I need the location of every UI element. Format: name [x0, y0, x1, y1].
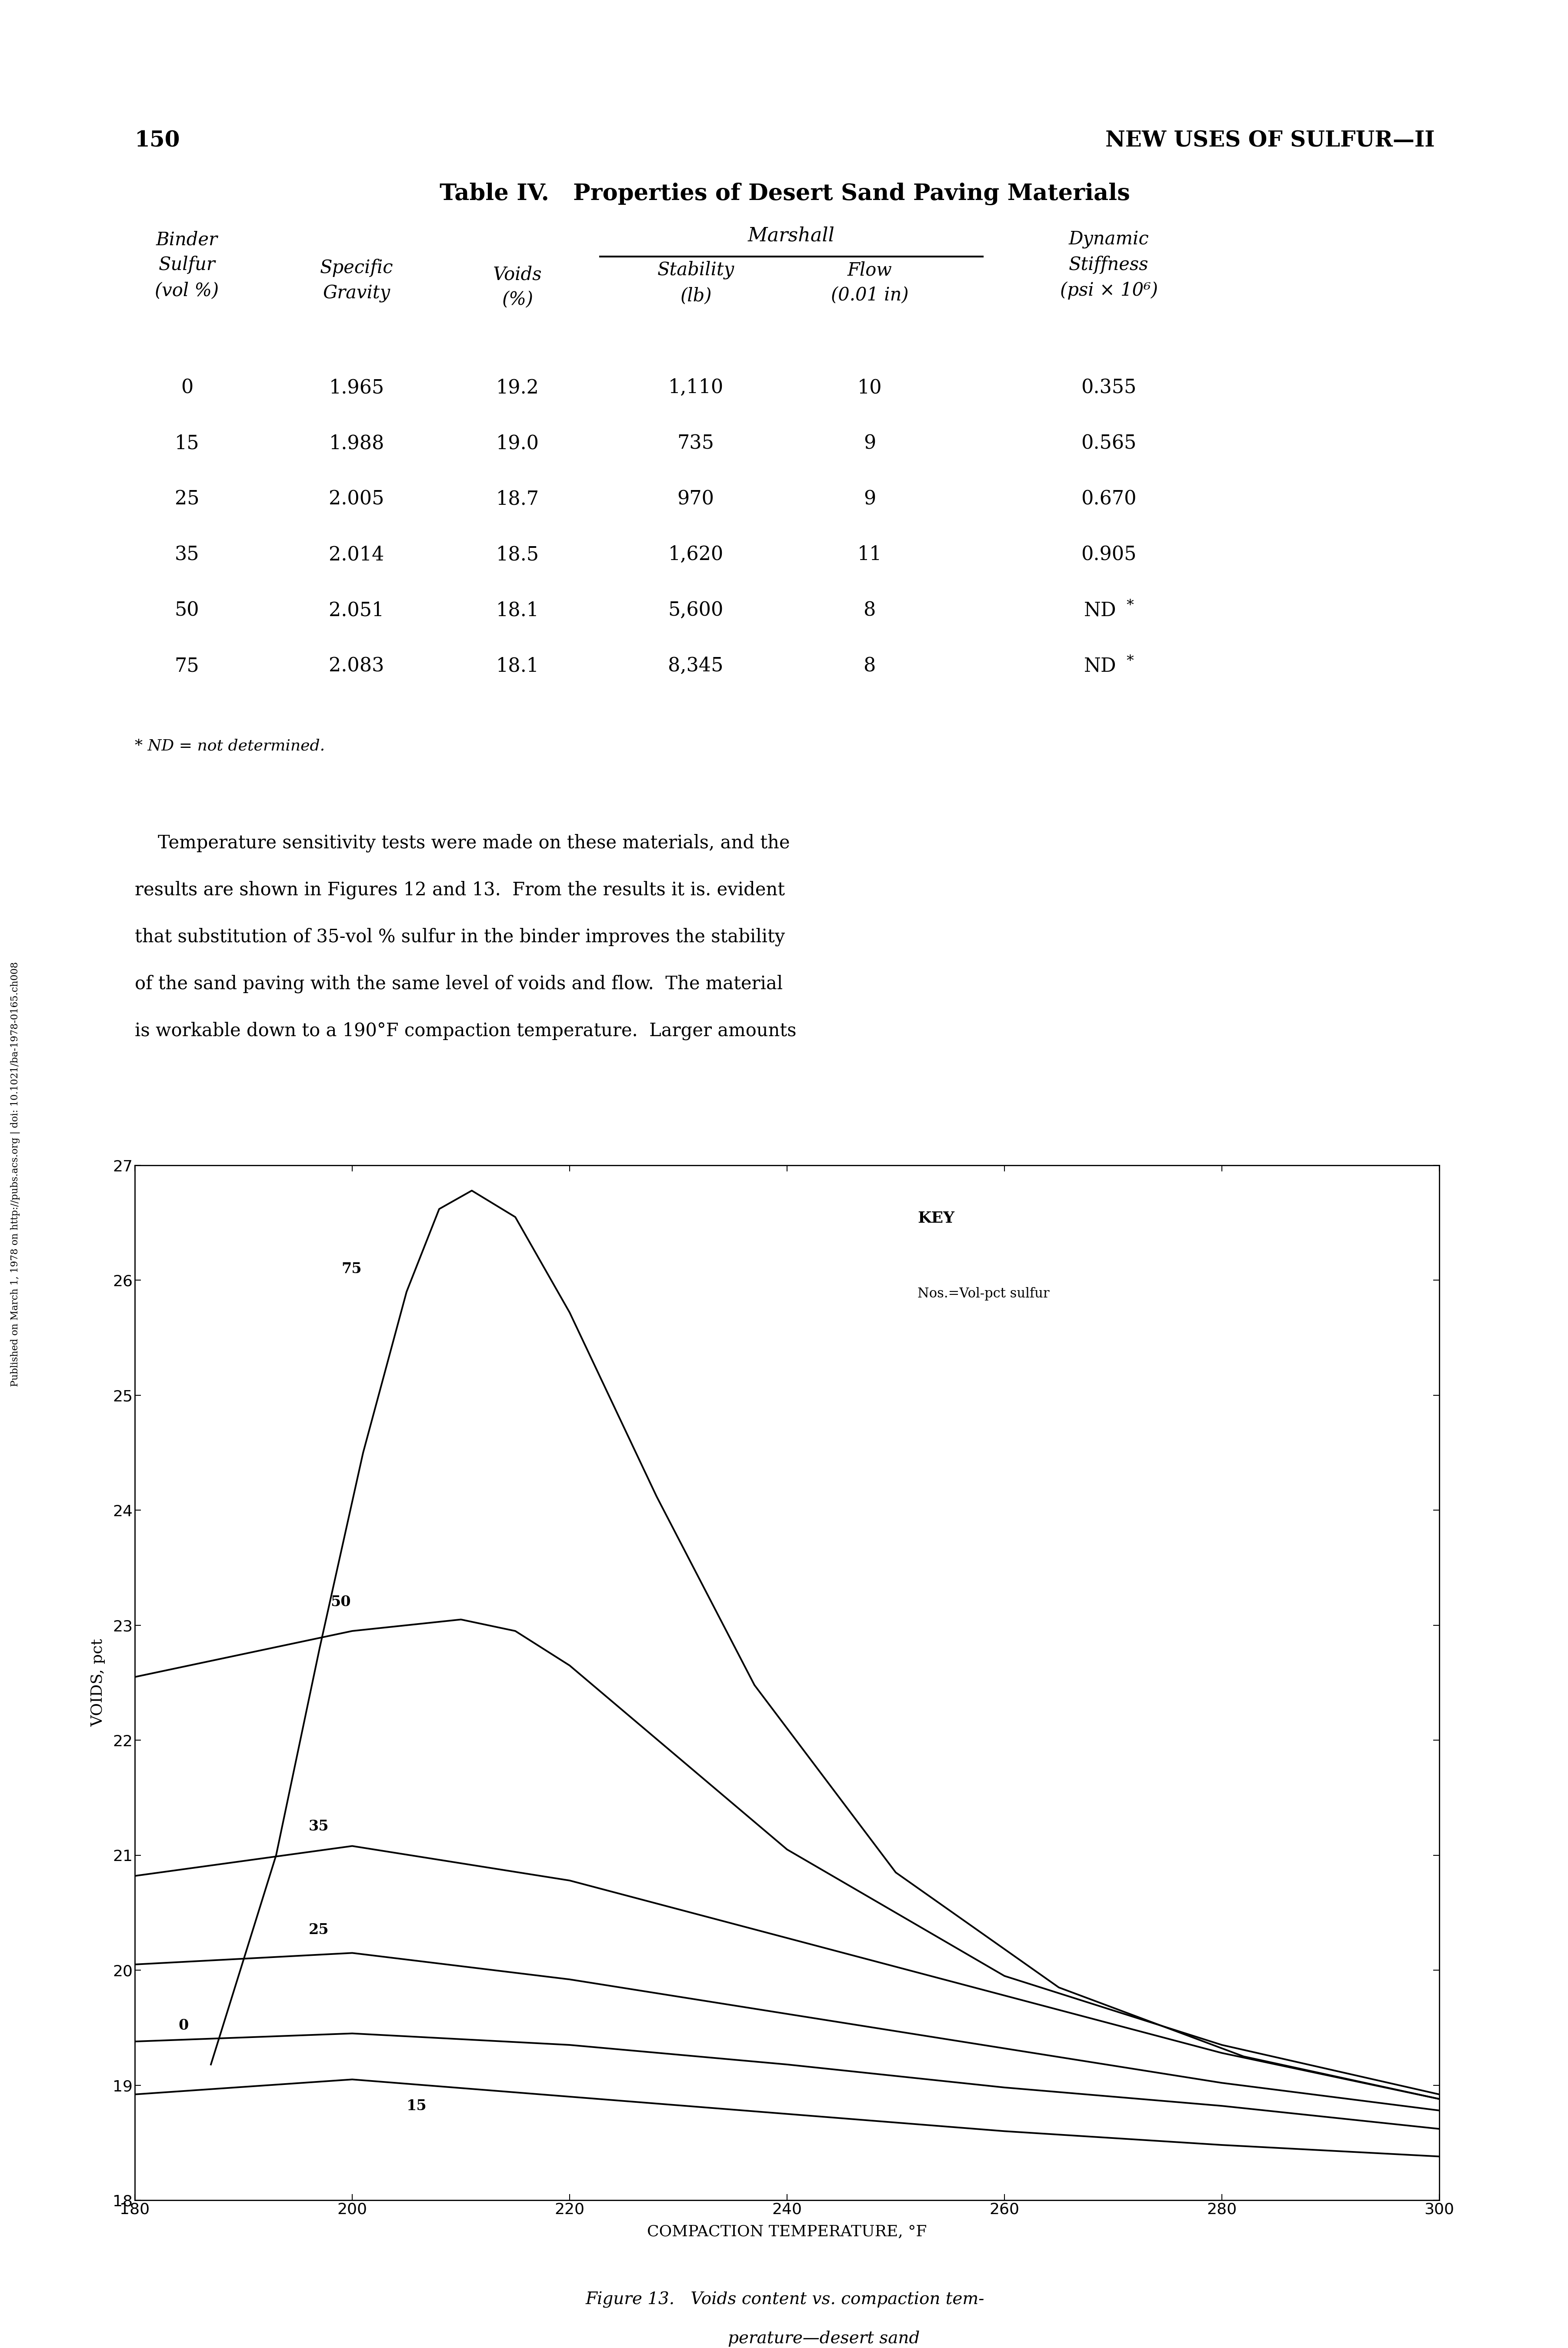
Text: Table IV.   Properties of Desert Sand Paving Materials: Table IV. Properties of Desert Sand Pavi…: [439, 183, 1131, 204]
Text: 8: 8: [864, 657, 877, 676]
Text: Published on March 1, 1978 on http://pubs.acs.org | doi: 10.1021/ba-1978-0165.ch: Published on March 1, 1978 on http://pub…: [11, 963, 20, 1385]
Text: KEY: KEY: [917, 1212, 955, 1226]
Text: 735: 735: [677, 434, 713, 453]
Text: 0.670: 0.670: [1080, 491, 1137, 510]
Text: 35: 35: [309, 1820, 329, 1834]
Text: is workable down to a 190°F compaction temperature.  Larger amounts: is workable down to a 190°F compaction t…: [135, 1021, 797, 1040]
Text: 0: 0: [179, 2019, 188, 2033]
Text: of the sand paving with the same level of voids and flow.  The material: of the sand paving with the same level o…: [135, 974, 782, 993]
Text: Flow
(0.01 in): Flow (0.01 in): [831, 261, 908, 305]
Text: 2.005: 2.005: [329, 491, 384, 510]
Text: 2.083: 2.083: [329, 657, 384, 676]
Text: 150: 150: [135, 131, 180, 153]
Text: 8: 8: [864, 601, 877, 620]
Text: 0.565: 0.565: [1082, 434, 1137, 453]
Text: 75: 75: [174, 657, 199, 676]
Text: 15: 15: [174, 434, 199, 453]
Text: Voids
(%): Voids (%): [492, 265, 543, 310]
Text: 19.0: 19.0: [495, 434, 539, 453]
Text: 75: 75: [342, 1261, 362, 1275]
Text: * ND = not determined.: * ND = not determined.: [135, 737, 325, 754]
Text: 970: 970: [677, 491, 713, 510]
Text: 18.5: 18.5: [495, 545, 539, 564]
Text: 8,345: 8,345: [668, 657, 723, 676]
Text: 35: 35: [174, 545, 199, 564]
Text: that substitution of 35-vol % sulfur in the binder improves the stability: that substitution of 35-vol % sulfur in …: [135, 927, 786, 946]
Text: ND: ND: [1083, 601, 1116, 620]
Text: Nos.=Vol-pct sulfur: Nos.=Vol-pct sulfur: [917, 1287, 1049, 1301]
Text: 19.2: 19.2: [495, 378, 539, 397]
Text: 18.1: 18.1: [495, 657, 539, 676]
Text: 1,110: 1,110: [668, 378, 723, 397]
X-axis label: COMPACTION TEMPERATURE, °F: COMPACTION TEMPERATURE, °F: [648, 2224, 927, 2240]
Text: perature—desert sand: perature—desert sand: [728, 2332, 920, 2346]
Text: 2.051: 2.051: [329, 601, 384, 620]
Text: 18.7: 18.7: [495, 491, 539, 510]
Text: *: *: [1126, 599, 1134, 613]
Text: ND: ND: [1083, 657, 1116, 676]
Y-axis label: VOIDS, pct: VOIDS, pct: [91, 1639, 105, 1726]
Text: 18.1: 18.1: [495, 601, 539, 620]
Text: 25: 25: [309, 1923, 329, 1937]
Text: 0.905: 0.905: [1080, 545, 1137, 564]
Text: results are shown in Figures 12 and 13.  From the results it is. evident: results are shown in Figures 12 and 13. …: [135, 880, 786, 899]
Text: Stability
(lb): Stability (lb): [657, 261, 734, 305]
Text: 50: 50: [174, 601, 199, 620]
Text: Figure 13.   Voids content vs. compaction tem-: Figure 13. Voids content vs. compaction …: [585, 2292, 985, 2308]
Text: 1.988: 1.988: [329, 434, 384, 453]
Text: Dynamic
Stiffness
(psi × 10⁶): Dynamic Stiffness (psi × 10⁶): [1060, 230, 1157, 301]
Text: 10: 10: [858, 378, 881, 397]
Text: 15: 15: [406, 2099, 426, 2113]
Text: 9: 9: [864, 491, 877, 510]
Text: 11: 11: [858, 545, 881, 564]
Text: 50: 50: [331, 1594, 351, 1608]
Text: Marshall: Marshall: [748, 225, 834, 244]
Text: 1.965: 1.965: [329, 378, 384, 397]
Text: *: *: [1126, 655, 1134, 669]
Text: 9: 9: [864, 434, 877, 453]
Text: Specific
Gravity: Specific Gravity: [320, 258, 394, 303]
Text: 5,600: 5,600: [668, 601, 723, 620]
Text: Temperature sensitivity tests were made on these materials, and the: Temperature sensitivity tests were made …: [135, 834, 790, 852]
Text: 1,620: 1,620: [668, 545, 723, 564]
Text: NEW USES OF SULFUR—II: NEW USES OF SULFUR—II: [1105, 131, 1435, 153]
Text: 25: 25: [174, 491, 199, 510]
Text: 0.355: 0.355: [1082, 378, 1137, 397]
Text: Binder
Sulfur
(vol %): Binder Sulfur (vol %): [155, 230, 220, 301]
Text: 2.014: 2.014: [329, 545, 384, 564]
Text: 0: 0: [180, 378, 193, 397]
